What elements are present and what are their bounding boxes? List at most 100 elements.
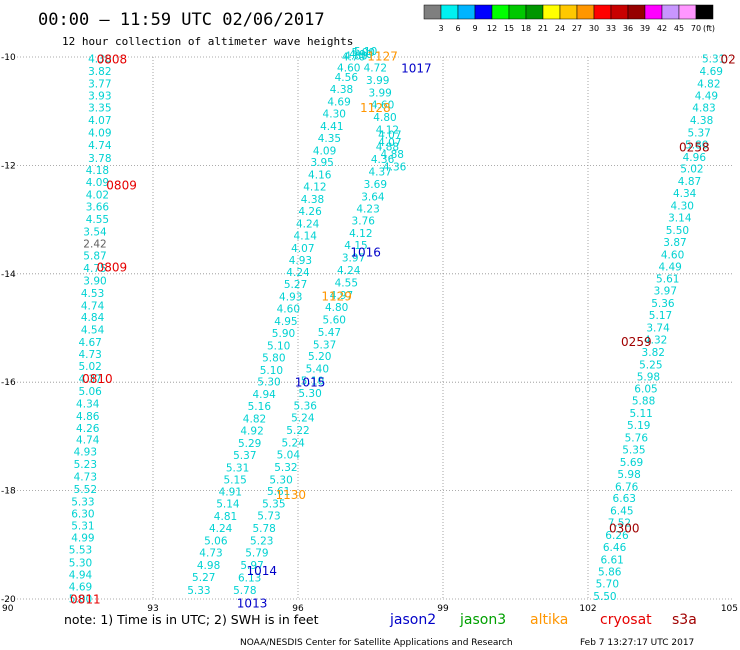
- pass-time-label: 1130: [275, 488, 306, 502]
- wave-height-value: 5.37: [687, 127, 710, 139]
- page-title: 00:00 – 11:59 UTC 02/06/2017: [38, 10, 325, 30]
- wave-height-value: 4.97: [330, 290, 353, 302]
- wave-height-value: 3.78: [88, 153, 111, 165]
- pass-time-label: 0810: [82, 372, 113, 386]
- wave-height-value: 5.16: [248, 401, 272, 413]
- wave-height-value: 5.11: [629, 408, 652, 420]
- colorbar-swatch: [627, 4, 646, 20]
- y-tick-label: -12: [1, 161, 16, 171]
- colorbar-label: 9: [472, 24, 477, 33]
- colorbar-label: 3: [438, 24, 443, 33]
- wave-height-value: 5.80: [262, 352, 285, 364]
- colorbar-swatch: [610, 4, 629, 20]
- wave-height-value: 3.99: [366, 75, 389, 87]
- wave-height-value: 4.54: [81, 325, 105, 337]
- wave-height-value: 4.41: [320, 121, 343, 133]
- pass-time-label: 0808: [97, 53, 128, 67]
- wave-height-value: 4.60: [661, 249, 684, 261]
- page-subtitle: 12 hour collection of altimeter wave hei…: [62, 35, 353, 48]
- colorbar-swatch: [593, 4, 612, 20]
- colorbar-label: 36: [623, 24, 633, 33]
- wave-height-value: 5.70: [596, 578, 619, 590]
- wave-height-value: 4.38: [690, 115, 713, 127]
- y-tick-label: -18: [1, 487, 16, 497]
- colorbar-swatch: [644, 4, 663, 20]
- legend-altika: altika: [530, 612, 568, 628]
- legend-cryosat: cryosat: [600, 612, 652, 628]
- wave-height-value: 4.80: [344, 50, 367, 62]
- wave-height-value: 4.94: [69, 570, 93, 582]
- wave-height-value: 5.98: [617, 469, 640, 481]
- wave-height-value: 4.86: [76, 411, 100, 423]
- wave-height-value: 4.14: [294, 230, 318, 242]
- wave-height-value: 4.75: [83, 263, 106, 275]
- wave-height-value: 5.31: [702, 54, 725, 66]
- wave-height-value: 5.00: [69, 594, 92, 606]
- wave-height-value: 5.80: [685, 139, 708, 151]
- wave-height-value: 4.93: [279, 292, 302, 304]
- wave-height-value: 6.46: [603, 542, 627, 554]
- wave-height-value: 2.42: [83, 238, 106, 250]
- wave-height-value: 3.64: [361, 191, 385, 203]
- wave-height-value: 5.14: [216, 499, 240, 511]
- colorbar-label: 33: [606, 24, 616, 33]
- pass-time-label: 0809: [106, 178, 137, 192]
- colorbar-label: 12: [487, 24, 497, 33]
- wave-height-value: 4.72: [364, 62, 387, 74]
- pass-time-label: 0811: [70, 593, 101, 607]
- colorbar-label: (ft): [703, 24, 715, 33]
- wave-height-value: 4.12: [376, 125, 399, 137]
- wave-height-value: 5.24: [281, 437, 305, 449]
- wave-height-value: 5.61: [267, 486, 290, 498]
- x-tick-label: 102: [579, 604, 596, 614]
- wave-height-value: 4.94: [252, 389, 276, 401]
- wave-height-value: 3.76: [352, 216, 376, 228]
- wave-height-value: 5.87: [83, 250, 106, 262]
- colorbar-label: 15: [504, 24, 514, 33]
- colorbar-swatch: [474, 4, 493, 20]
- wave-height-value: 3.97: [342, 253, 365, 265]
- colorbar-label: 39: [640, 24, 650, 33]
- wave-height-value: 5.35: [622, 444, 645, 456]
- wave-height-value: 4.90: [349, 49, 372, 61]
- wave-height-value: 5.32: [274, 462, 297, 474]
- wave-height-value: 5.86: [598, 566, 622, 578]
- wave-height-value: 4.30: [671, 201, 694, 213]
- wave-height-value: 5.69: [620, 457, 643, 469]
- wave-height-value: 6.76: [615, 481, 639, 493]
- pass-time-label: 1127: [367, 49, 398, 63]
- wave-height-value: 4.07: [291, 243, 314, 255]
- wave-height-value: 5.10: [301, 376, 324, 388]
- colorbar-swatch: [559, 4, 578, 20]
- legend-jason3: jason3: [459, 612, 506, 628]
- wave-height-value: 5.15: [223, 474, 246, 486]
- wave-height-value: 5.10: [267, 340, 290, 352]
- wave-height-value: 4.73: [199, 547, 222, 559]
- wave-height-value: 5.30: [257, 377, 280, 389]
- pass-time-label: 0809: [97, 260, 128, 274]
- wave-height-value: 4.07: [378, 137, 401, 149]
- colorbar-swatch: [491, 4, 510, 20]
- wave-height-value: 5.36: [294, 401, 318, 413]
- wave-height-value: 4.34: [76, 398, 100, 410]
- wave-height-value: 4.80: [373, 112, 396, 124]
- x-tick-label: 96: [292, 604, 304, 614]
- wave-height-value: 4.09: [313, 145, 336, 157]
- wave-height-value: 4.93: [289, 255, 312, 267]
- pass-time-label: 02: [721, 53, 736, 67]
- wave-height-value: 4.12: [303, 182, 326, 194]
- wave-height-value: 4.30: [323, 108, 346, 120]
- wave-height-value: 4.16: [308, 170, 332, 182]
- colorbar-label: 27: [572, 24, 582, 33]
- wave-height-value: 4.36: [371, 154, 395, 166]
- wave-height-value: 4.60: [371, 100, 394, 112]
- wave-height-value: 4.26: [76, 423, 100, 435]
- wave-height-value: 5.60: [323, 314, 346, 326]
- wave-height-value: 5.22: [286, 425, 309, 437]
- wave-height-value: 5.78: [233, 585, 256, 597]
- wave-height-value: 4.67: [78, 337, 101, 349]
- wave-height-value: 4.23: [356, 203, 379, 215]
- wave-height-value: 4.37: [368, 166, 391, 178]
- wave-height-value: 4.38: [330, 84, 353, 96]
- wave-height-value: 4.07: [378, 130, 401, 142]
